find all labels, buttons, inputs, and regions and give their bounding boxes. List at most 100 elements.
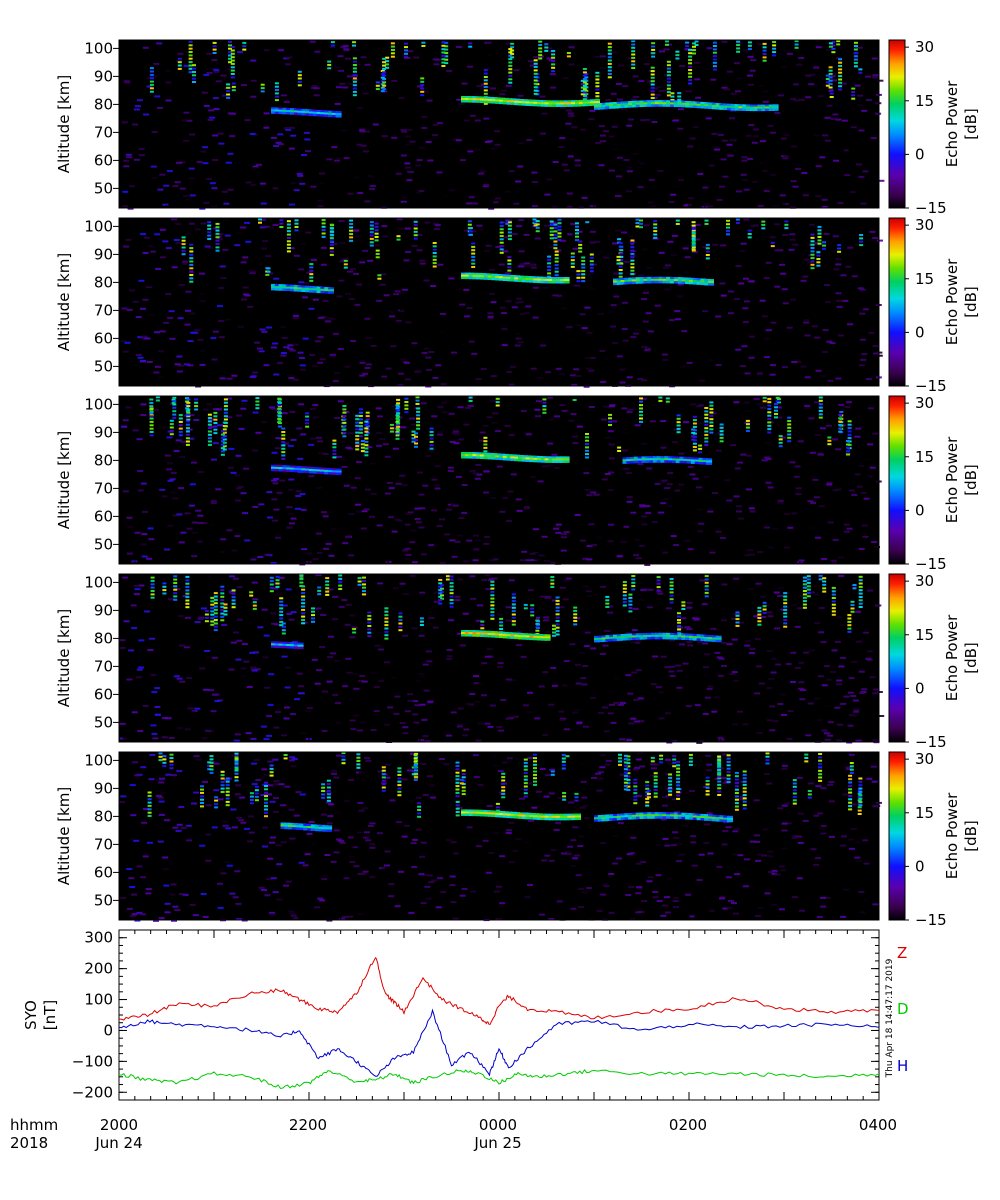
echo-cell bbox=[643, 280, 650, 284]
echo-cell bbox=[650, 66, 655, 69]
noise-cell bbox=[349, 719, 356, 722]
noise-cell bbox=[687, 465, 694, 468]
noise-cell bbox=[151, 177, 158, 179]
noise-cell bbox=[421, 115, 428, 118]
echo-cell bbox=[265, 273, 270, 276]
noise-cell bbox=[838, 665, 845, 668]
echo-cell bbox=[673, 100, 680, 103]
echo-cell bbox=[364, 430, 369, 433]
echo-cell bbox=[293, 112, 300, 115]
noise-cell bbox=[663, 263, 670, 266]
echo-cell bbox=[213, 415, 218, 418]
noise-cell bbox=[364, 200, 371, 203]
noise-cell bbox=[282, 472, 289, 475]
noise-cell bbox=[131, 100, 138, 103]
noise-cell bbox=[126, 308, 133, 311]
echo-cell bbox=[369, 244, 374, 247]
noise-cell bbox=[807, 105, 814, 108]
echo-cell bbox=[563, 279, 570, 282]
echo-cell bbox=[704, 104, 711, 107]
noise-cell bbox=[441, 401, 448, 404]
noise-cell bbox=[397, 384, 404, 387]
noise-cell bbox=[718, 738, 725, 741]
echo-cell bbox=[432, 242, 437, 244]
echo-cell bbox=[831, 44, 836, 47]
noise-cell bbox=[411, 423, 417, 426]
echo-cell bbox=[649, 456, 656, 459]
echo-cell bbox=[762, 56, 767, 59]
noise-cell bbox=[850, 695, 857, 697]
noise-cell bbox=[748, 356, 755, 359]
noise-cell bbox=[836, 683, 843, 686]
echo-cell bbox=[508, 51, 513, 54]
echo-cell bbox=[530, 614, 535, 617]
noise-cell bbox=[457, 715, 464, 718]
colorbar-tick-label: 0 bbox=[915, 323, 925, 341]
noise-cell bbox=[726, 499, 733, 502]
noise-cell bbox=[529, 552, 536, 555]
echo-cell bbox=[704, 282, 711, 286]
echo-cell bbox=[825, 84, 830, 87]
noise-cell bbox=[869, 466, 876, 469]
noise-cell bbox=[194, 601, 201, 604]
echo-cell bbox=[620, 280, 627, 283]
echo-cell bbox=[631, 40, 636, 43]
noise-cell bbox=[719, 118, 725, 121]
echo-cell bbox=[178, 420, 183, 423]
noise-cell bbox=[865, 99, 872, 102]
noise-cell bbox=[178, 283, 185, 286]
echo-cell bbox=[580, 93, 585, 96]
noise-cell bbox=[815, 165, 822, 168]
echo-cell bbox=[514, 458, 521, 462]
noise-cell bbox=[741, 159, 748, 162]
echo-cell bbox=[328, 110, 334, 114]
noise-cell bbox=[711, 132, 718, 135]
echo-cell bbox=[316, 286, 323, 290]
echo-cell bbox=[297, 470, 304, 473]
echo-cell bbox=[297, 80, 302, 83]
echo-cell bbox=[633, 458, 640, 462]
echo-cell bbox=[342, 428, 347, 431]
noise-cell bbox=[563, 660, 570, 663]
noise-cell bbox=[204, 729, 211, 732]
echo-cell bbox=[706, 458, 713, 461]
echo-cell bbox=[650, 93, 655, 96]
echo-cell bbox=[279, 597, 284, 600]
echo-cell bbox=[242, 48, 247, 51]
noise-cell bbox=[203, 201, 210, 204]
echo-cell bbox=[325, 587, 330, 590]
echo-cell bbox=[696, 103, 703, 107]
noise-cell bbox=[699, 379, 705, 382]
noise-cell bbox=[644, 564, 651, 566]
noise-cell bbox=[584, 140, 591, 143]
noise-cell bbox=[122, 490, 129, 493]
noise-cell bbox=[401, 288, 408, 291]
echo-cell bbox=[325, 590, 330, 593]
echo-cell bbox=[735, 618, 740, 621]
noise-cell bbox=[509, 365, 516, 368]
noise-cell bbox=[693, 618, 700, 621]
echo-cell bbox=[639, 410, 643, 413]
echo-cell bbox=[665, 400, 670, 403]
echo-cell bbox=[510, 102, 517, 105]
echo-cell bbox=[567, 102, 574, 105]
noise-cell bbox=[541, 535, 548, 538]
echo-cell bbox=[228, 54, 232, 57]
echo-cell bbox=[421, 41, 426, 44]
echo-cell bbox=[685, 103, 692, 106]
noise-cell bbox=[626, 190, 632, 193]
noise-cell bbox=[188, 167, 195, 170]
echo-cell bbox=[358, 408, 363, 411]
echo-cell bbox=[305, 412, 310, 415]
noise-cell bbox=[632, 153, 639, 155]
echo-cell bbox=[654, 104, 661, 107]
noise-cell bbox=[335, 95, 342, 98]
noise-cell bbox=[315, 667, 322, 670]
noise-cell bbox=[859, 312, 866, 315]
colorbar-tick-label: 0 bbox=[915, 145, 925, 163]
noise-cell bbox=[769, 373, 776, 376]
noise-cell bbox=[432, 222, 439, 225]
noise-cell bbox=[835, 448, 842, 451]
echo-cell bbox=[590, 103, 597, 106]
echo-cell bbox=[668, 456, 675, 459]
